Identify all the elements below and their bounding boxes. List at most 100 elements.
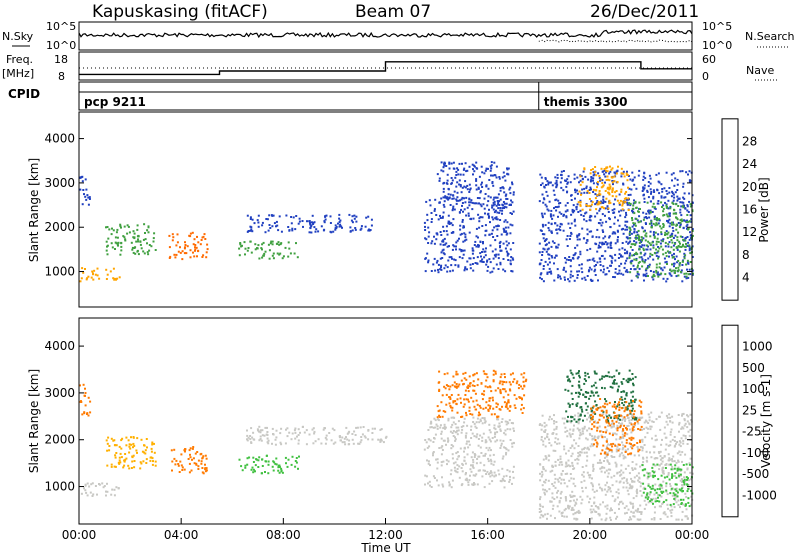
velocity-echo-cell	[474, 474, 477, 477]
velocity-echo-cell	[436, 467, 439, 470]
power-echo-cell	[195, 246, 198, 249]
power-echo-cell	[132, 236, 135, 239]
velocity-echo-cell	[494, 370, 497, 373]
power-echo-cell	[491, 206, 494, 209]
velocity-echo-cell	[353, 430, 356, 433]
power-echo-cell	[271, 214, 274, 217]
velocity-echo-cell	[658, 500, 661, 503]
power-echo-cell	[657, 233, 660, 236]
power-echo-cell	[463, 239, 466, 242]
velocity-echo-cell	[583, 425, 586, 428]
velocity-echo-cell	[631, 427, 634, 430]
power-echo-cell	[576, 234, 579, 237]
velocity-echo-cell	[507, 399, 510, 402]
velocity-echo-cell	[105, 494, 107, 497]
power-echo-cell	[602, 200, 605, 203]
velocity-echo-cell	[659, 455, 662, 458]
power-echo-cell	[599, 260, 602, 263]
power-echo-cell	[629, 204, 632, 207]
power-echo-cell	[293, 252, 296, 255]
velocity-echo-cell	[570, 509, 573, 511]
power-echo-cell	[657, 222, 660, 225]
velocity-echo-cell	[429, 439, 432, 442]
power-echo-cell	[443, 164, 446, 167]
velocity-echo-cell	[572, 499, 575, 502]
velocity-echo-cell	[488, 482, 491, 485]
velocity-echo-cell	[89, 411, 92, 414]
power-echo-cell	[615, 195, 618, 198]
velocity-echo-cell	[94, 485, 97, 487]
power-echo-cell	[438, 179, 441, 182]
velocity-echo-cell	[684, 504, 687, 507]
velocity-echo-cell	[485, 446, 488, 449]
velocity-echo-cell	[360, 436, 363, 438]
power-echo-cell	[442, 239, 445, 242]
power-echo-cell	[565, 216, 568, 219]
velocity-echo-cell	[489, 454, 492, 457]
freq-trace	[79, 61, 692, 76]
power-echo-cell	[687, 220, 690, 223]
power-echo-cell	[602, 202, 605, 204]
velocity-echo-cell	[512, 422, 514, 425]
velocity-echo-cell	[592, 485, 594, 488]
velocity-echo-cell	[464, 371, 467, 374]
velocity-echo-cell	[188, 471, 191, 474]
power-echo-cell	[261, 243, 264, 246]
velocity-echo-cell	[446, 463, 448, 466]
power-echo-cell	[478, 220, 481, 223]
power-echo-cell	[652, 244, 655, 247]
velocity-echo-cell	[626, 425, 629, 427]
power-echo-cell	[652, 195, 655, 198]
velocity-echo-cell	[499, 376, 502, 379]
power-echo-cell	[554, 222, 557, 225]
power-echo-cell	[604, 200, 607, 203]
velocity-echo-cell	[586, 405, 589, 408]
velocity-echo-cell	[606, 447, 609, 450]
power-echo-cell	[469, 257, 472, 260]
velocity-echo-cell	[679, 469, 682, 472]
power-echo-cell	[558, 211, 561, 214]
power-echo-cell	[428, 231, 431, 234]
velocity-echo-cell	[96, 493, 98, 496]
power-echo-cell	[652, 189, 655, 192]
velocity-echo-cell	[444, 427, 446, 430]
power-echo-cell	[580, 213, 583, 216]
velocity-echo-cell	[590, 418, 593, 421]
velocity-echo-cell	[608, 414, 611, 417]
velocity-echo-cell	[494, 372, 497, 375]
velocity-echo-cell	[151, 463, 154, 466]
velocity-echo-cell	[499, 447, 502, 449]
velocity-echo-cell	[654, 439, 657, 442]
power-echo-cell	[642, 230, 645, 233]
velocity-echo-cell	[688, 505, 691, 508]
power-echo-cell	[455, 245, 457, 248]
power-echo-cell	[460, 249, 463, 251]
power-echo-cell	[644, 234, 647, 237]
velocity-echo-cell	[571, 495, 574, 498]
power-echo-cell	[626, 220, 629, 223]
velocity-echo-cell	[454, 385, 457, 388]
power-echo-cell	[625, 197, 627, 200]
power-echo-cell	[494, 239, 497, 242]
power-echo-cell	[582, 170, 585, 173]
velocity-echo-cell	[618, 372, 621, 375]
power-echo-cell	[288, 229, 291, 232]
power-echo-cell	[558, 228, 561, 231]
velocity-echo-cell	[637, 479, 640, 482]
power-echo-cell	[490, 232, 493, 235]
power-echo-cell	[491, 216, 494, 219]
power-echo-cell	[79, 188, 82, 191]
velocity-echo-cell	[150, 450, 153, 453]
power-echo-cell	[598, 190, 601, 192]
power-echo-cell	[447, 222, 450, 225]
power-echo-cell	[188, 234, 191, 237]
power-echo-cell	[585, 185, 588, 188]
power-echo-cell	[641, 260, 644, 263]
velocity-echo-cell	[464, 434, 467, 437]
velocity-echo-cell	[602, 410, 605, 413]
power-echo-cell	[540, 272, 543, 275]
power-echo-cell	[686, 219, 688, 222]
power-echo-cell	[440, 169, 443, 172]
velocity-echo-cell	[638, 439, 641, 442]
velocity-echo-cell	[637, 450, 640, 453]
